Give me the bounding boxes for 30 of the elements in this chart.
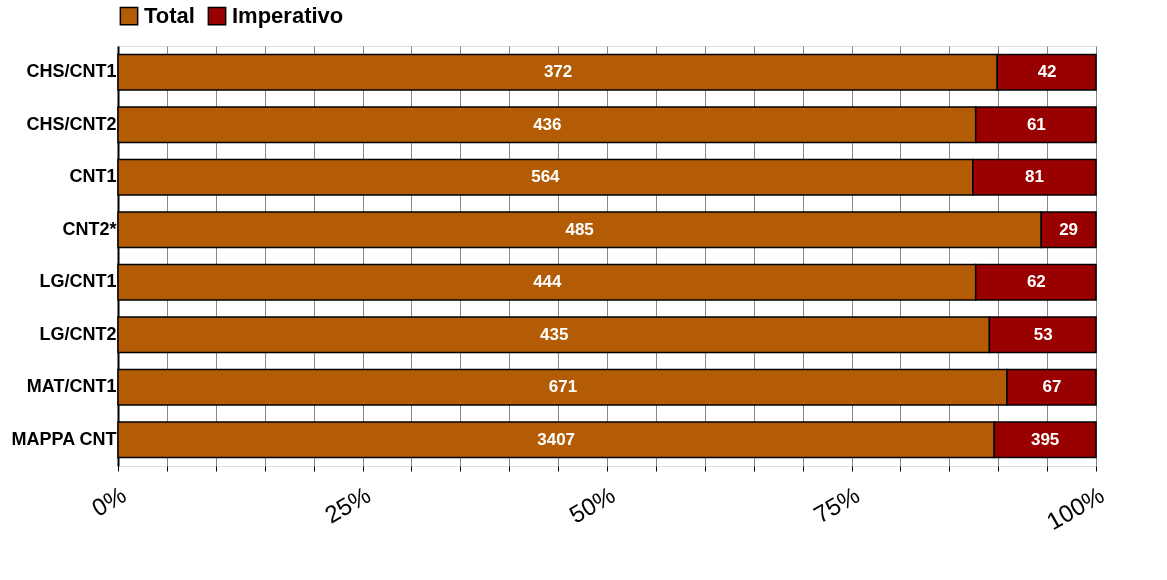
annotation: 485 bbox=[565, 219, 594, 239]
y-tick-label: CNT2* bbox=[62, 218, 117, 239]
x-tick-label: 75% bbox=[808, 480, 864, 529]
y-tick-label: CNT1 bbox=[69, 166, 117, 187]
annotation: 564 bbox=[531, 167, 561, 187]
y-tick-label: CHS/CNT1 bbox=[26, 61, 117, 82]
annotation: 444 bbox=[533, 272, 563, 292]
x-tick-label: 50% bbox=[564, 480, 620, 529]
x-tick-label: 0% bbox=[86, 480, 131, 522]
annotation: 436 bbox=[533, 114, 562, 134]
annotation: 435 bbox=[540, 324, 569, 344]
annotation: 67 bbox=[1042, 377, 1062, 397]
annotation: 42 bbox=[1037, 62, 1057, 82]
annotation: 53 bbox=[1033, 324, 1053, 344]
annotation: 62 bbox=[1026, 272, 1046, 292]
y-tick-label: CHS/CNT2 bbox=[26, 113, 117, 134]
y-tick-label: MAPPA CNT bbox=[11, 428, 117, 449]
annotation: 395 bbox=[1030, 429, 1060, 449]
annotation: 61 bbox=[1026, 114, 1046, 134]
annotation: 671 bbox=[548, 377, 578, 397]
annotation: 81 bbox=[1024, 167, 1044, 187]
annotation: 3407 bbox=[537, 429, 576, 449]
y-tick-label: MAT/CNT1 bbox=[26, 376, 117, 397]
legend-label: Imperativo bbox=[232, 3, 344, 29]
y-tick-label: LG/CNT1 bbox=[39, 271, 117, 292]
legend-label: Total bbox=[144, 3, 195, 29]
x-tick-label: 25% bbox=[319, 480, 375, 529]
annotation: 29 bbox=[1059, 219, 1079, 239]
annotation: 372 bbox=[543, 62, 573, 82]
y-tick-label: LG/CNT2 bbox=[39, 323, 117, 344]
